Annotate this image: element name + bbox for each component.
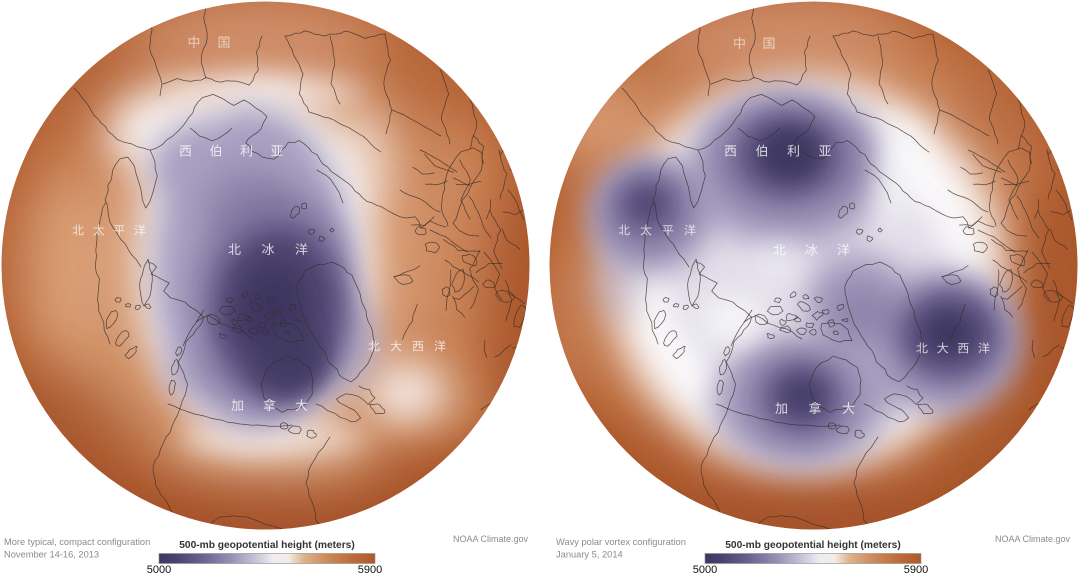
svg-text:5000: 5000 [693,564,717,576]
svg-text:5000: 5000 [147,564,171,576]
svg-text:500-mb geopotential height (me: 500-mb geopotential height (meters) [725,540,900,551]
svg-text:5900: 5900 [904,564,928,576]
svg-text:January 5, 2014: January 5, 2014 [556,550,623,560]
svg-text:November 14-16, 2013: November 14-16, 2013 [4,550,99,560]
svg-text:5900: 5900 [358,564,382,576]
svg-text:NOAA Climate.gov: NOAA Climate.gov [453,534,529,544]
svg-text:NOAA Climate.gov: NOAA Climate.gov [995,534,1071,544]
svg-text:More typical, compact configur: More typical, compact configuration [4,537,150,547]
svg-text:Wavy polar vortex configuratio: Wavy polar vortex configuration [556,537,686,547]
svg-text:500-mb geopotential height (me: 500-mb geopotential height (meters) [179,540,354,551]
